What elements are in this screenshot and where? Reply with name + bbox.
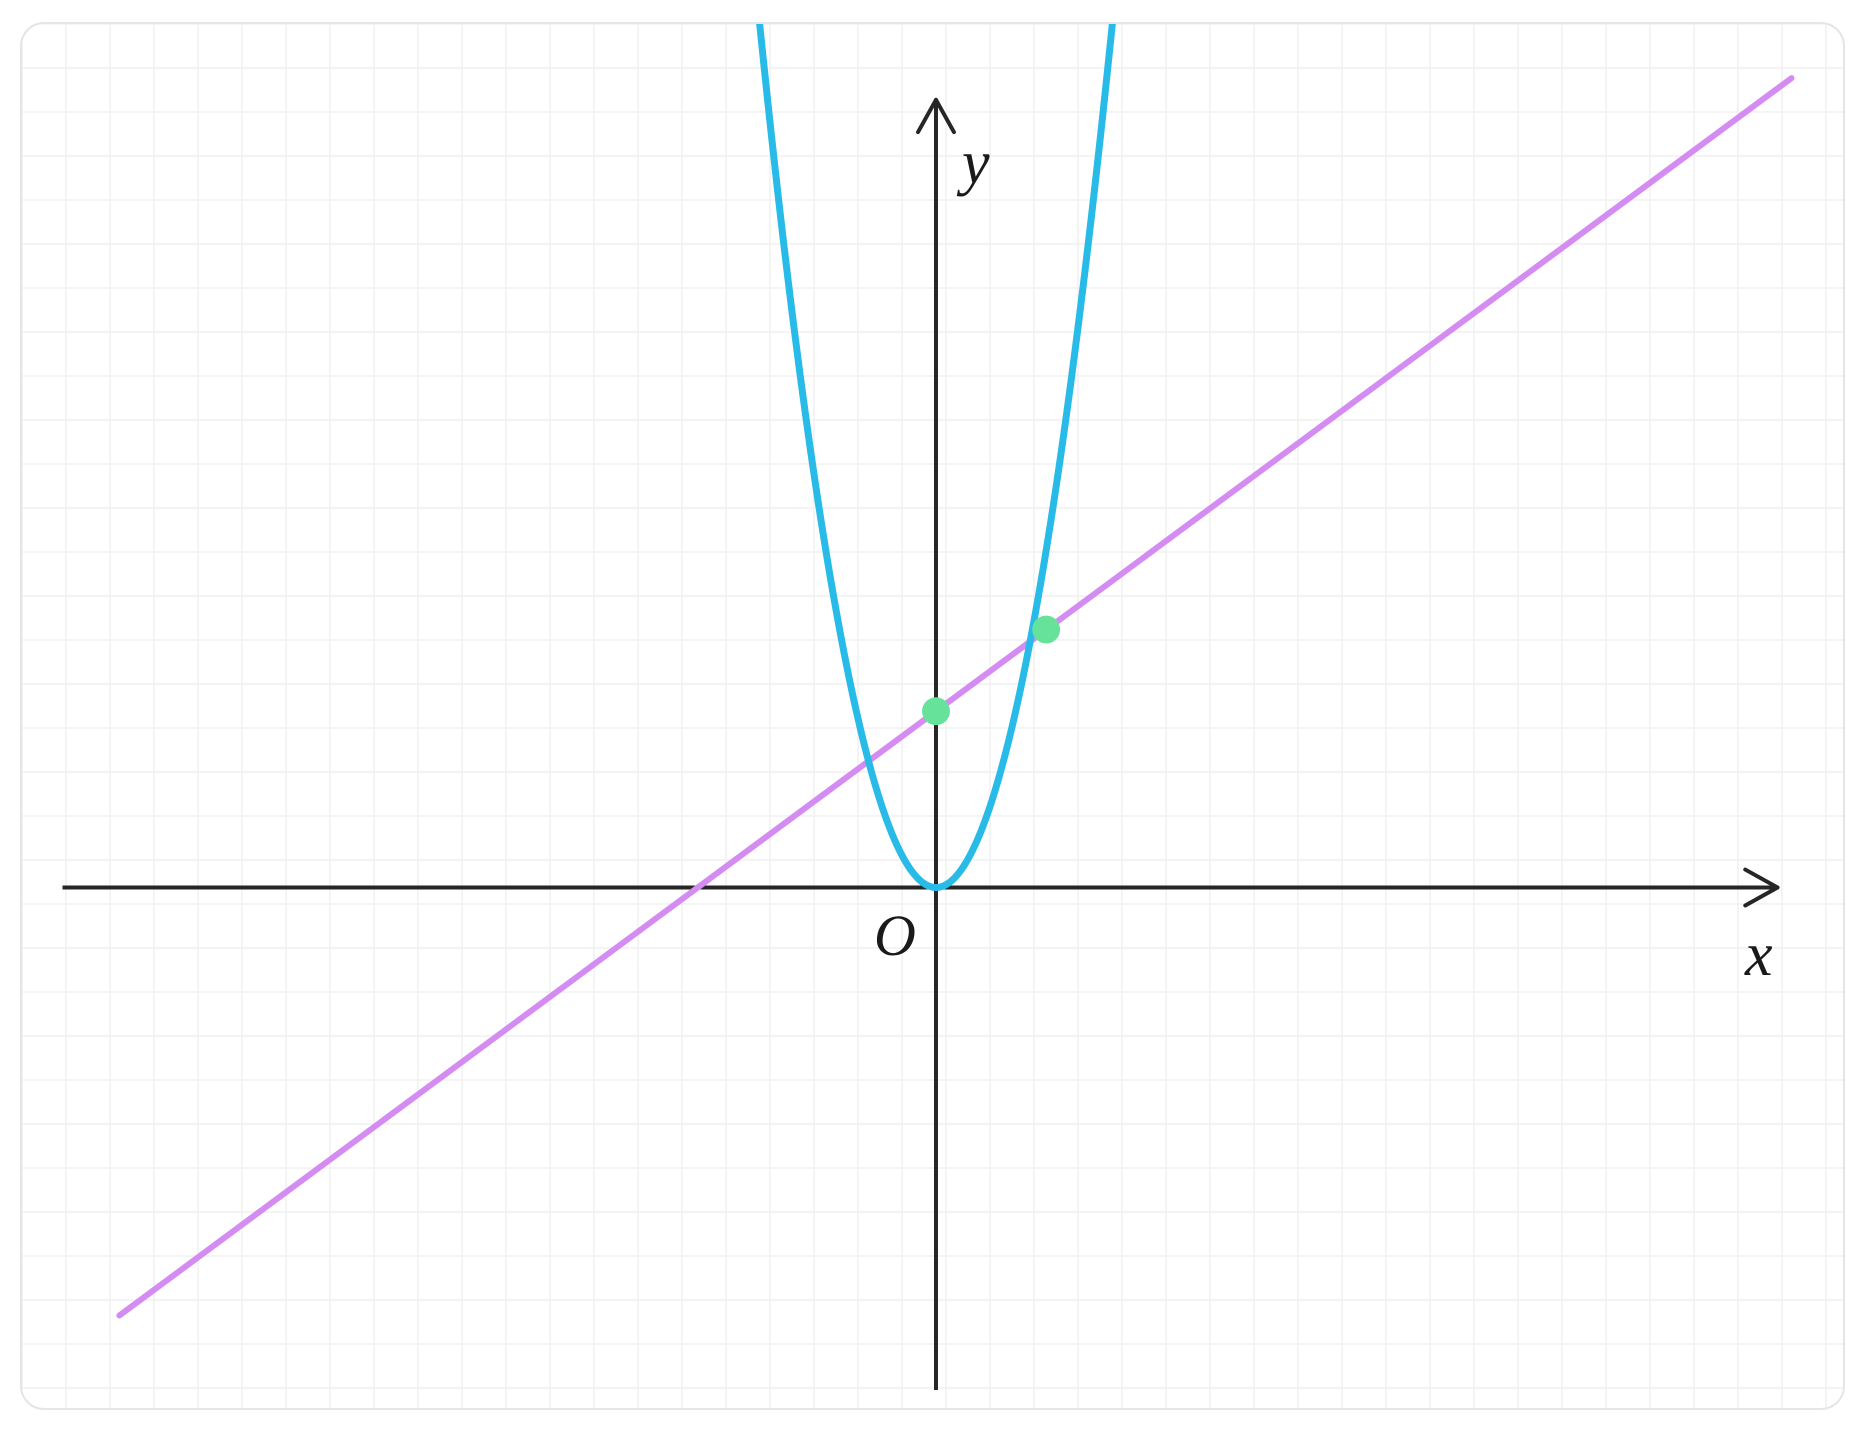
chart-container: y x O [20,22,1845,1410]
x-axis-label: x [1745,920,1773,991]
y-axis-label: y [962,128,990,199]
origin-label: O [874,902,916,969]
chart-svg [22,24,1843,1408]
